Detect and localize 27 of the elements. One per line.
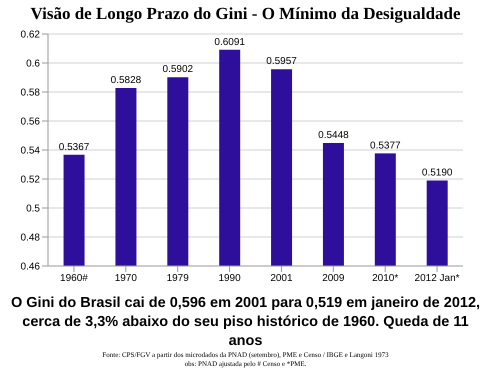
data-label: 0.5828 (110, 74, 142, 86)
data-label: 0.5957 (266, 56, 298, 68)
data-label: 0.5448 (318, 130, 350, 142)
data-label: 0.6091 (214, 36, 246, 48)
x-tick-label: 2009 (322, 273, 345, 284)
y-tick-label: 0.62 (20, 30, 40, 41)
y-tick-label: 0.52 (20, 174, 40, 186)
x-tick-label: 2001 (270, 273, 293, 284)
x-tick-label: 1990 (218, 273, 242, 284)
x-tick-label: 1979 (166, 273, 190, 284)
x-tick-label: 2010* (372, 273, 398, 284)
data-label: 0.5377 (370, 140, 402, 152)
y-tick-label: 0.48 (20, 232, 40, 244)
text: O Gini do Brasil cai de 0,596 em 2001 para 0,519 em janeiro de 2012, cerca de 3,3% abaixo do seu piso histórico de 1960. Queda de 11 anos (10, 294, 482, 351)
data-label: 0.5190 (422, 167, 453, 178)
y-tick-label: 0.56 (20, 116, 40, 128)
x-tick-label: 2012 Jan* (414, 273, 460, 284)
y-tick-label: 0.5 (26, 204, 40, 215)
data-label: 0.5902 (162, 64, 194, 76)
chart-title: Visão de Longo Prazo do Gini - O Mínimo da Desigualdade (29, 3, 462, 25)
y-tick-label: 0.58 (20, 88, 40, 99)
data-label: 0.5367 (58, 142, 90, 153)
y-tick-label: 0.6 (26, 58, 40, 70)
y-tick-label: 0.54 (20, 146, 40, 157)
x-tick-label: 1970 (114, 273, 138, 284)
y-tick-label: 0.46 (20, 262, 40, 273)
x-tick-label: 1960# (60, 273, 88, 284)
